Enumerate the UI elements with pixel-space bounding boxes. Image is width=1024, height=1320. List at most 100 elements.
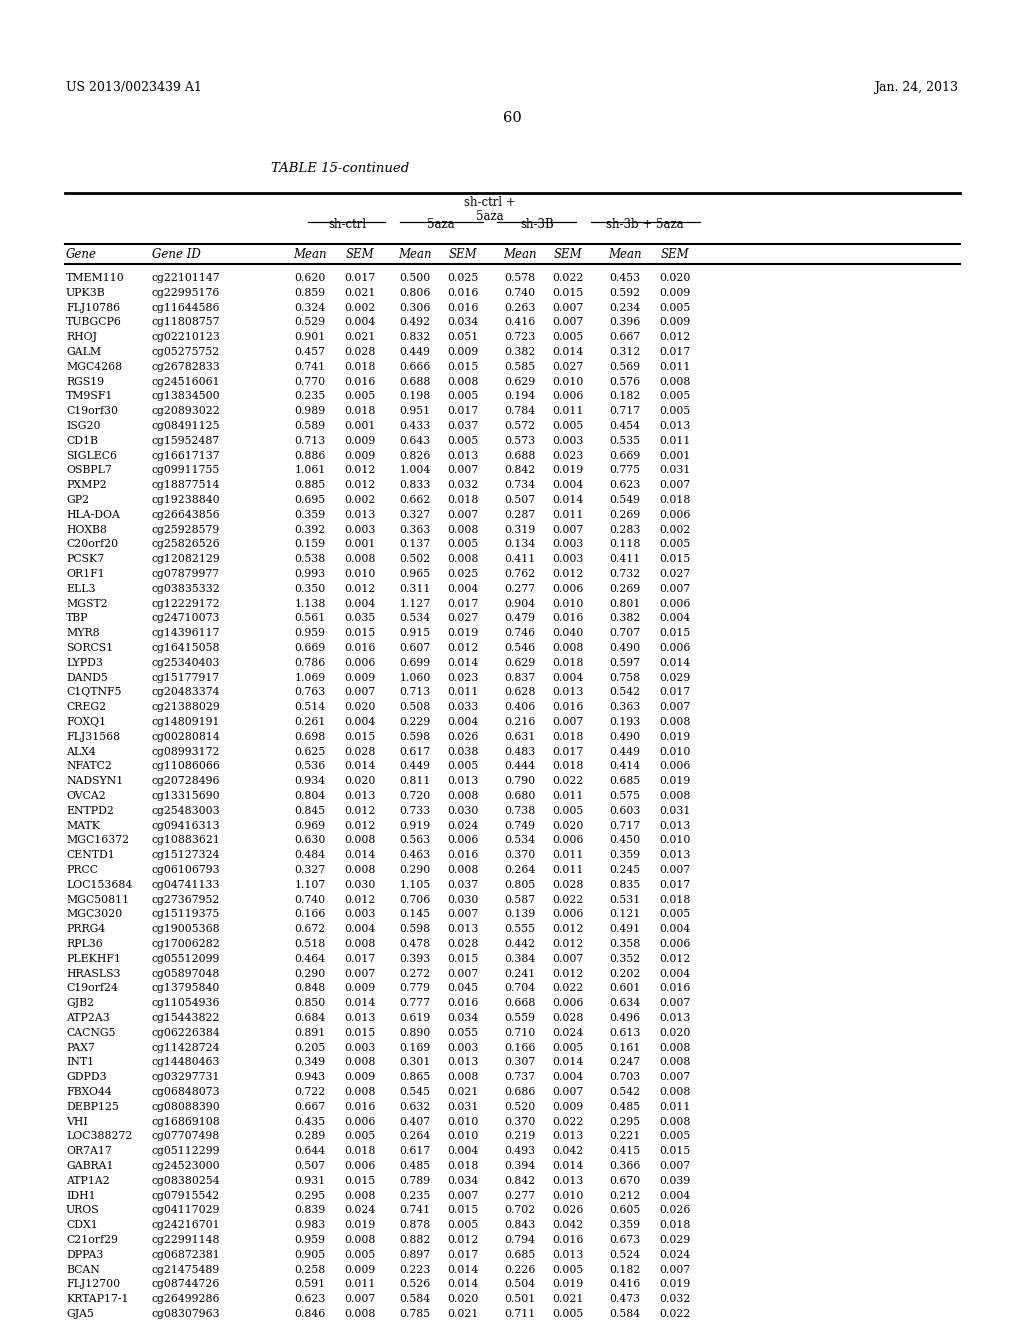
Text: 1.105: 1.105 — [399, 880, 431, 890]
Text: 0.327: 0.327 — [399, 510, 431, 520]
Text: 0.442: 0.442 — [505, 939, 536, 949]
Text: 0.301: 0.301 — [399, 1057, 431, 1068]
Text: SORCS1: SORCS1 — [66, 643, 113, 653]
Text: 0.842: 0.842 — [505, 466, 536, 475]
Text: 0.134: 0.134 — [505, 540, 536, 549]
Text: 0.013: 0.013 — [344, 1012, 376, 1023]
Text: 0.319: 0.319 — [505, 524, 536, 535]
Text: DEBP125: DEBP125 — [66, 1102, 119, 1111]
Text: 0.263: 0.263 — [504, 302, 536, 313]
Text: 0.012: 0.012 — [344, 583, 376, 594]
Text: 0.352: 0.352 — [609, 954, 641, 964]
Text: 0.027: 0.027 — [447, 614, 478, 623]
Text: 0.366: 0.366 — [609, 1162, 641, 1171]
Text: 0.007: 0.007 — [659, 865, 690, 875]
Text: 0.415: 0.415 — [609, 1146, 641, 1156]
Text: 0.051: 0.051 — [447, 333, 478, 342]
Text: 0.020: 0.020 — [552, 821, 584, 830]
Text: 0.507: 0.507 — [505, 495, 536, 506]
Text: 0.008: 0.008 — [447, 791, 478, 801]
Text: 0.012: 0.012 — [552, 924, 584, 935]
Text: 60: 60 — [503, 111, 521, 125]
Text: 0.837: 0.837 — [505, 673, 536, 682]
Text: 0.040: 0.040 — [552, 628, 584, 638]
Text: ATP1A2: ATP1A2 — [66, 1176, 110, 1185]
Text: 0.738: 0.738 — [505, 805, 536, 816]
Text: 0.672: 0.672 — [294, 924, 326, 935]
Text: 0.011: 0.011 — [659, 436, 690, 446]
Text: PLEKHF1: PLEKHF1 — [66, 954, 121, 964]
Text: 0.018: 0.018 — [659, 1220, 690, 1230]
Text: 0.014: 0.014 — [659, 657, 690, 668]
Text: 0.993: 0.993 — [295, 569, 326, 579]
Text: 0.534: 0.534 — [505, 836, 536, 845]
Text: 0.575: 0.575 — [609, 791, 640, 801]
Text: 0.014: 0.014 — [552, 1057, 584, 1068]
Text: 0.031: 0.031 — [447, 1102, 478, 1111]
Text: cg15443822: cg15443822 — [152, 1012, 220, 1023]
Text: 0.350: 0.350 — [294, 583, 326, 594]
Text: 0.504: 0.504 — [505, 1279, 536, 1290]
Text: 0.139: 0.139 — [505, 909, 536, 920]
Text: 0.363: 0.363 — [609, 702, 641, 713]
Text: 0.684: 0.684 — [294, 1012, 326, 1023]
Text: 0.234: 0.234 — [609, 302, 641, 313]
Text: 0.014: 0.014 — [552, 347, 584, 356]
Text: cg05897048: cg05897048 — [152, 969, 220, 978]
Text: Mean: Mean — [503, 248, 537, 260]
Text: 0.396: 0.396 — [609, 317, 641, 327]
Text: 0.846: 0.846 — [294, 1309, 326, 1319]
Text: 0.770: 0.770 — [295, 376, 326, 387]
Text: 0.603: 0.603 — [609, 805, 641, 816]
Text: 0.007: 0.007 — [659, 480, 690, 490]
Text: 0.182: 0.182 — [609, 1265, 641, 1275]
Text: 0.758: 0.758 — [609, 673, 641, 682]
Text: 0.741: 0.741 — [295, 362, 326, 372]
Text: 0.012: 0.012 — [447, 643, 478, 653]
Text: ENTPD2: ENTPD2 — [66, 805, 114, 816]
Text: 0.538: 0.538 — [294, 554, 326, 564]
Text: 0.484: 0.484 — [295, 850, 326, 861]
Text: C19orf30: C19orf30 — [66, 407, 118, 416]
Text: 0.013: 0.013 — [659, 421, 690, 432]
Text: 0.865: 0.865 — [399, 1072, 431, 1082]
Text: 0.534: 0.534 — [399, 614, 430, 623]
Text: cg05512099: cg05512099 — [152, 954, 220, 964]
Text: 0.005: 0.005 — [447, 540, 478, 549]
Text: cg09911755: cg09911755 — [152, 466, 220, 475]
Text: CREG2: CREG2 — [66, 702, 106, 713]
Text: 0.026: 0.026 — [552, 1205, 584, 1216]
Text: 0.013: 0.013 — [659, 821, 690, 830]
Text: 0.016: 0.016 — [659, 983, 690, 994]
Text: 0.749: 0.749 — [505, 821, 536, 830]
Text: cg16415058: cg16415058 — [152, 643, 220, 653]
Text: 5aza: 5aza — [476, 210, 504, 223]
Text: 0.016: 0.016 — [344, 1102, 376, 1111]
Text: cg22991148: cg22991148 — [152, 1236, 220, 1245]
Text: cg14809191: cg14809191 — [152, 717, 220, 727]
Text: 0.007: 0.007 — [552, 717, 584, 727]
Text: 0.623: 0.623 — [609, 480, 641, 490]
Text: 0.989: 0.989 — [295, 407, 326, 416]
Text: 0.018: 0.018 — [659, 495, 690, 506]
Text: UPK3B: UPK3B — [66, 288, 105, 298]
Text: Gene ID: Gene ID — [152, 248, 201, 260]
Text: 0.261: 0.261 — [294, 717, 326, 727]
Text: 0.723: 0.723 — [505, 333, 536, 342]
Text: 0.695: 0.695 — [295, 495, 326, 506]
Text: 0.746: 0.746 — [505, 628, 536, 638]
Text: 0.004: 0.004 — [659, 614, 690, 623]
Text: SEM: SEM — [660, 248, 689, 260]
Text: 0.018: 0.018 — [344, 1146, 376, 1156]
Text: 0.491: 0.491 — [609, 924, 641, 935]
Text: cg24516061: cg24516061 — [152, 376, 220, 387]
Text: 0.013: 0.013 — [447, 776, 478, 787]
Text: 0.014: 0.014 — [552, 1162, 584, 1171]
Text: 0.644: 0.644 — [295, 1146, 326, 1156]
Text: 0.009: 0.009 — [447, 347, 478, 356]
Text: Mean: Mean — [608, 248, 642, 260]
Text: 0.003: 0.003 — [344, 524, 376, 535]
Text: cg20893022: cg20893022 — [152, 407, 221, 416]
Text: cg27367952: cg27367952 — [152, 895, 220, 904]
Text: 0.496: 0.496 — [609, 1012, 641, 1023]
